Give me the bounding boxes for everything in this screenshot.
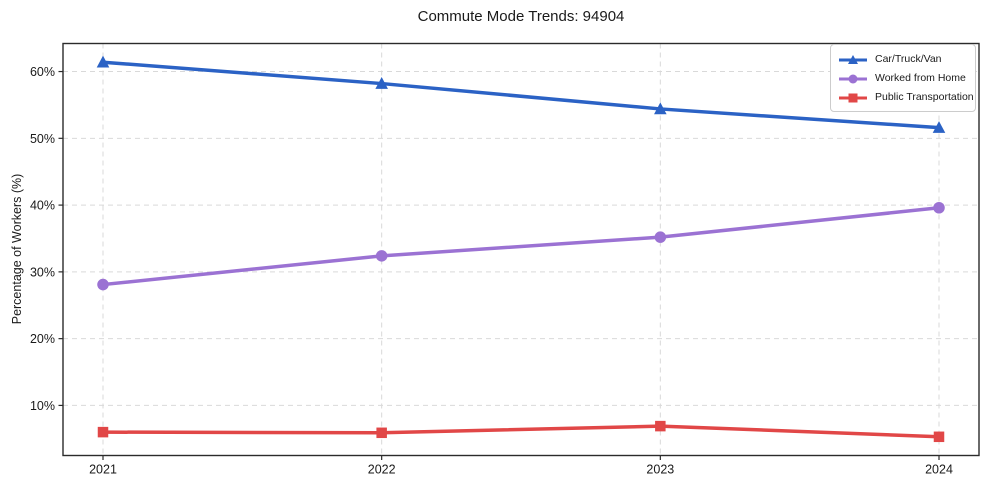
y-tick-label: 40% <box>30 199 55 213</box>
car-truck-van-marker <box>932 121 946 133</box>
worked-from-home-marker <box>375 250 388 262</box>
legend-label: Worked from Home <box>875 72 966 84</box>
y-tick-label: 20% <box>30 332 55 346</box>
public-transportation-marker <box>376 427 387 439</box>
square-marker-icon <box>838 91 868 103</box>
axes-spines <box>62 42 980 457</box>
series-line-worked-from-home <box>101 206 941 287</box>
worked-from-home-marker <box>654 231 667 243</box>
legend-triangle-marker <box>848 55 858 64</box>
x-tick-label: 2024 <box>925 463 953 477</box>
x-tick-label: 2022 <box>368 463 396 477</box>
car-truck-van-marker <box>654 102 667 115</box>
worked-from-home-marker <box>933 201 945 214</box>
legend-item-public-transportation: Public Transportation <box>838 89 974 105</box>
legend-circle-marker <box>848 74 858 84</box>
y-tick-label: 30% <box>30 265 55 279</box>
chart-title: Commute Mode Trends: 94904 <box>417 8 625 25</box>
x-tick-label: 2021 <box>89 463 117 477</box>
triangle-marker-icon <box>838 53 868 65</box>
circle-marker-icon <box>838 72 868 84</box>
y-tick-label: 60% <box>30 65 55 79</box>
car-truck-van-marker <box>96 55 110 68</box>
public-transportation-marker <box>933 431 945 443</box>
worked-from-home-marker <box>97 278 109 291</box>
legend-square-marker <box>848 93 858 103</box>
legend-label: Public Transportation <box>875 91 974 103</box>
y-tick-label: 50% <box>30 132 55 146</box>
series-line-public-transportation <box>101 424 941 439</box>
x-tick-label: 2023 <box>646 463 674 477</box>
series-line-car-truck-van <box>101 60 941 130</box>
legend-item-worked-from-home: Worked from Home <box>838 70 968 86</box>
y-tick-label: 10% <box>30 399 55 413</box>
legend-item-car-truck-van: Car/Truck/Van <box>838 51 968 67</box>
legend: Car/Truck/Van Worked from Home Public Tr… <box>830 44 976 112</box>
public-transportation-marker <box>655 420 666 432</box>
public-transportation-marker <box>97 426 109 438</box>
car-truck-van-marker <box>375 77 388 89</box>
legend-label: Car/Truck/Van <box>875 53 942 65</box>
